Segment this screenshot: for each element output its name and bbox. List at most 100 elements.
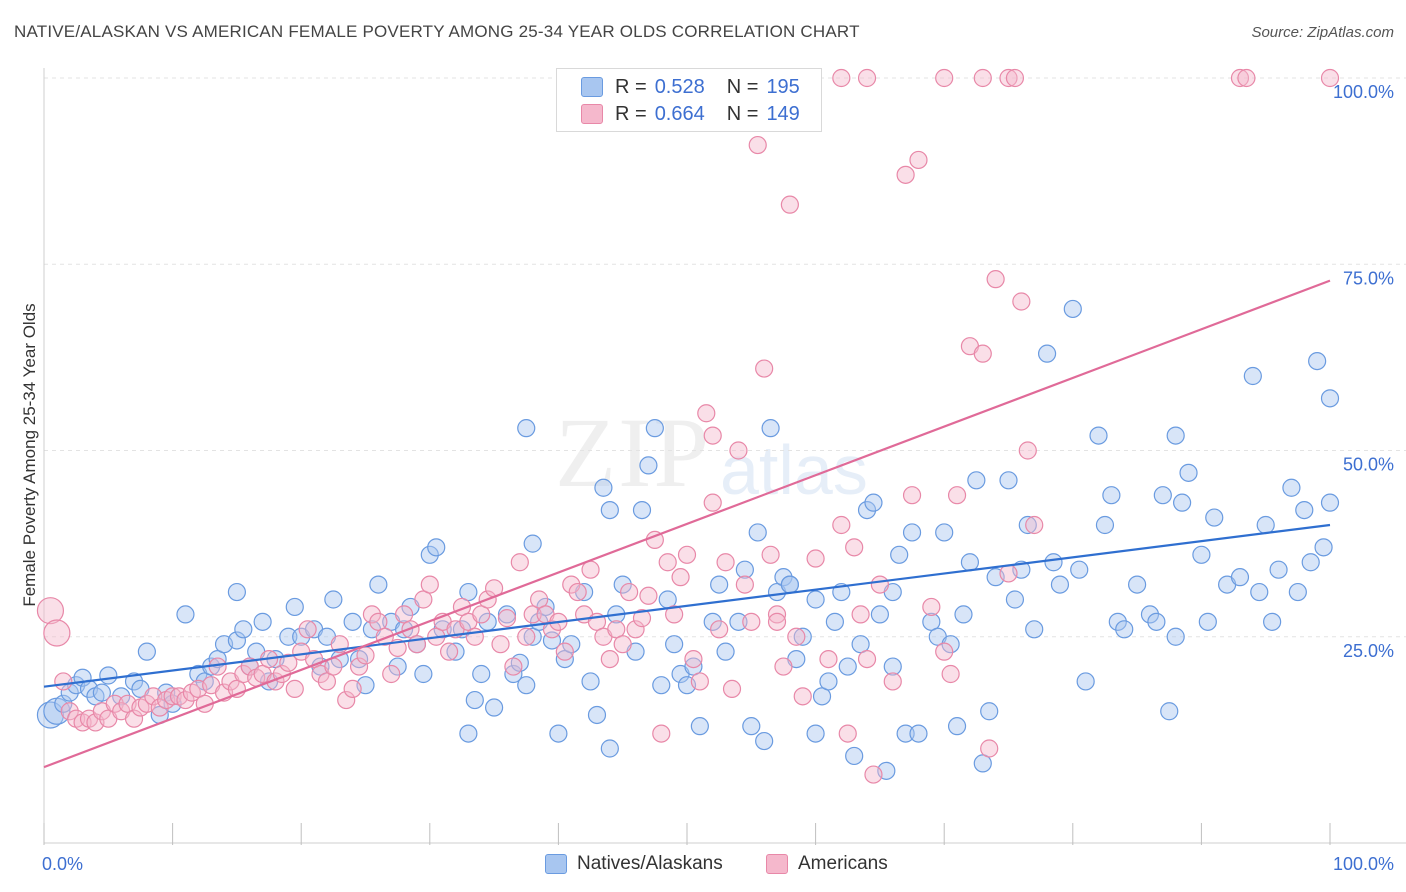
american-point: [375, 627, 394, 646]
native-point: [639, 456, 658, 475]
native-point: [1320, 389, 1340, 408]
series-natives-points: [36, 299, 1340, 780]
native-point: [703, 612, 722, 631]
native-point: [92, 683, 111, 702]
american-point: [632, 609, 652, 628]
american-point: [36, 597, 65, 625]
native-point: [600, 739, 619, 758]
native-point: [1095, 515, 1115, 535]
american-point: [761, 545, 780, 564]
american-point: [896, 165, 915, 184]
legend-item-americans[interactable]: Americans: [766, 853, 888, 875]
american-point: [504, 657, 523, 676]
american-point: [710, 620, 729, 639]
native-point: [1308, 352, 1327, 371]
native-point: [1166, 426, 1185, 445]
legend-item-natives[interactable]: Natives/Alaskans: [545, 853, 723, 875]
native-point: [1198, 612, 1217, 631]
native-point: [716, 642, 735, 661]
american-point: [864, 765, 883, 784]
tick-labels: 25.0% 50.0% 75.0% 100.0% 0.0% 100.0%: [42, 82, 1394, 874]
american-point: [626, 620, 645, 639]
native-point: [459, 724, 478, 743]
american-point: [767, 612, 787, 631]
american-point: [684, 649, 703, 669]
native-point: [369, 575, 388, 594]
native-point: [446, 642, 465, 661]
native-point: [1269, 560, 1288, 579]
y-tick-label: 75.0%: [1343, 268, 1394, 288]
american-point: [517, 627, 536, 646]
american-point: [542, 620, 562, 639]
native-point: [761, 419, 780, 438]
american-point: [935, 68, 954, 88]
x-tick-label: 100.0%: [1333, 854, 1394, 874]
native-point: [690, 717, 709, 736]
native-point: [967, 471, 986, 490]
american-point: [279, 653, 298, 672]
series-legend: Natives/Alaskans Americans: [0, 853, 1406, 877]
native-point: [1250, 582, 1269, 602]
trend-lines: [43, 279, 1331, 769]
native-point: [1179, 463, 1198, 482]
native-point: [388, 657, 407, 676]
american-point: [562, 575, 581, 594]
american-point: [620, 582, 639, 602]
chart-title: NATIVE/ALASKAN VS AMERICAN FEMALE POVERT…: [14, 22, 860, 41]
y-tick-label: 50.0%: [1343, 455, 1394, 475]
native-point: [1115, 620, 1134, 639]
legend-n-value: 195: [766, 75, 800, 98]
native-point: [581, 672, 600, 691]
american-point: [986, 270, 1005, 289]
native-point: [1282, 478, 1301, 497]
native-point: [176, 605, 195, 624]
native-point: [54, 694, 73, 713]
american-point: [774, 657, 793, 676]
native-point: [1005, 590, 1025, 609]
correlation-legend: R = 0.528 N = 195 R = 0.664 N = 149: [556, 68, 822, 132]
native-point: [1320, 493, 1340, 512]
native-point: [845, 746, 864, 766]
american-point: [947, 486, 967, 505]
native-point: [710, 575, 729, 594]
native-point: [941, 635, 960, 654]
american-point: [832, 515, 851, 535]
american-point: [922, 597, 941, 617]
american-point: [767, 605, 787, 624]
y-tick-label: 100.0%: [1333, 82, 1394, 102]
american-point: [349, 657, 369, 676]
watermark-zip: ZIP: [555, 397, 711, 508]
native-point: [954, 605, 973, 624]
native-point: [324, 590, 343, 609]
native-point: [806, 590, 825, 609]
american-point: [735, 575, 754, 594]
native-point: [549, 724, 568, 743]
american-point: [43, 619, 71, 647]
native-point: [99, 666, 118, 685]
native-point: [594, 478, 613, 497]
native-point: [1089, 426, 1108, 445]
american-point: [973, 68, 992, 88]
native-point: [504, 664, 523, 684]
native-point: [735, 560, 754, 579]
native-point: [137, 642, 156, 661]
native-point: [774, 568, 793, 587]
american-point: [600, 649, 619, 669]
american-point: [298, 620, 317, 639]
american-point: [729, 441, 748, 460]
native-point: [1076, 672, 1095, 691]
american-point: [883, 672, 902, 691]
legend-label-americans: Americans: [798, 853, 888, 874]
american-point: [851, 605, 870, 624]
american-point: [838, 724, 857, 743]
american-point: [105, 694, 124, 713]
american-point: [703, 493, 722, 512]
american-point: [902, 486, 922, 505]
american-point: [555, 642, 574, 661]
native-point: [1230, 568, 1250, 587]
native-point: [819, 672, 838, 691]
american-point: [787, 627, 806, 646]
native-point: [1044, 553, 1063, 572]
native-point: [890, 545, 909, 564]
american-point: [703, 426, 722, 445]
